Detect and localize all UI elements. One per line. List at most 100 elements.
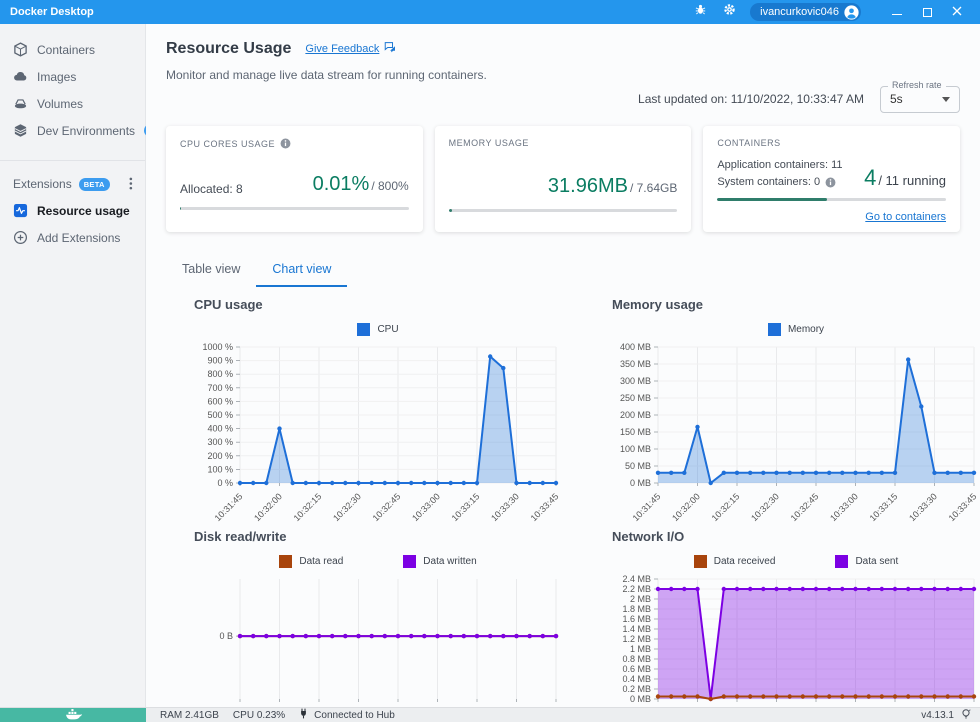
close-button[interactable] [944, 1, 970, 23]
legend-item-data-written: Data written [403, 554, 477, 568]
memory-usage-plot: 0 MB 50 MB 100 MB 150 MB 200 MB 250 MB 300 MB 3… [620, 342, 979, 523]
svg-text:300 MB: 300 MB [620, 376, 651, 386]
svg-text:10:33:00: 10:33:00 [828, 491, 860, 523]
cpu-cores-usage-card: CPU CORES USAGE Allocated: 8 0.01% / 800… [166, 126, 423, 232]
sidebar-divider [0, 160, 145, 161]
cpu-usage-value: 0.01% [312, 173, 370, 195]
go-to-containers-link[interactable]: Go to containers [865, 211, 947, 223]
legend-label: Data sent [855, 555, 899, 567]
maximize-button[interactable] [914, 1, 940, 23]
main-content: Resource Usage Give Feedback Monitor and… [146, 24, 980, 707]
legend-swatch [835, 554, 849, 568]
memory-progress-bar [448, 209, 678, 212]
sidebar-item-label: Images [37, 69, 77, 84]
page-subtitle: Monitor and manage live data stream for … [166, 68, 487, 82]
sidebar-item-label: Dev Environments [37, 123, 136, 138]
containers-running-value: 4 [864, 165, 877, 191]
svg-text:10:33:30: 10:33:30 [907, 491, 939, 523]
svg-text:10:31:45: 10:31:45 [213, 491, 245, 523]
svg-text:0.8 MB: 0.8 MB [622, 654, 651, 664]
plug-icon [299, 708, 308, 722]
chart-legend: CPU [194, 321, 562, 337]
svg-text:10:32:15: 10:32:15 [710, 491, 742, 523]
extensions-menu-button[interactable] [125, 177, 137, 191]
gear-icon [723, 3, 736, 21]
svg-text:0 MB: 0 MB [630, 694, 651, 704]
svg-text:2.4 MB: 2.4 MB [622, 574, 651, 584]
sidebar-item-dev-environments[interactable]: Dev EnvironmentsBETA [0, 117, 176, 144]
svg-text:10:32:45: 10:32:45 [371, 491, 403, 523]
svg-text:10:32:30: 10:32:30 [331, 491, 363, 523]
page-title: Resource Usage [166, 40, 292, 57]
sidebar-item-images[interactable]: Images [0, 63, 145, 90]
chart-legend: Data received Data sent [612, 553, 980, 569]
settings-button[interactable] [721, 4, 737, 20]
legend-item-data-read: Data read [279, 554, 343, 568]
ram-status: RAM 2.41GB [160, 709, 219, 721]
sidebar-item-add-extensions[interactable]: Add Extensions [0, 224, 145, 251]
refresh-rate-select[interactable]: Refresh rate 5s [880, 79, 960, 113]
beta-badge: BETA [78, 177, 110, 191]
add-extensions-icon [13, 230, 28, 245]
extensions-label: Extensions [13, 177, 72, 191]
dev-environments-icon [13, 123, 28, 138]
svg-text:10:32:30: 10:32:30 [749, 491, 781, 523]
svg-text:500 %: 500 % [207, 410, 233, 420]
disk-read-write-plot: 0 B10:31:4510:32:0010:32:1510:32:3010:32… [219, 579, 559, 702]
legend-swatch [279, 554, 293, 568]
refresh-rate-label: Refresh rate [888, 79, 946, 90]
chart-title: Disk read/write [194, 529, 287, 544]
tab-chart-view[interactable]: Chart view [256, 254, 348, 287]
svg-text:1.8 MB: 1.8 MB [622, 604, 651, 614]
legend-label: Memory [787, 323, 825, 335]
username: ivancurkovic046 [760, 6, 839, 18]
containers-progress-bar [717, 198, 947, 202]
containers-running-total: / 11 running [878, 173, 947, 189]
user-account-button[interactable]: ivancurkovic046 [750, 3, 861, 21]
legend-item-memory: Memory [767, 322, 825, 336]
view-tabs: Table view Chart view [166, 254, 980, 287]
svg-text:200 %: 200 % [207, 451, 233, 461]
sidebar-item-volumes[interactable]: Volumes [0, 90, 145, 117]
close-icon [952, 3, 962, 21]
info-icon[interactable] [825, 177, 836, 188]
cpu-usage-chart: CPU usage CPU 0 % 100 % 200 % 300 % 400 % 500 %… [194, 297, 562, 529]
chart-legend: Memory [612, 321, 980, 337]
cpu-usage-plot: 0 % 100 % 200 % 300 % 400 % 500 % 600 % 700 % 80… [202, 342, 560, 523]
cpu-usage-total: / 800% [371, 179, 409, 193]
cpu-status: CPU 0.23% [232, 709, 286, 721]
info-icon[interactable] [280, 138, 291, 149]
network-i-o-plot: 0 MB0.2 MB0.4 MB0.6 MB0.8 MB1 MB1.2 MB1.… [622, 574, 977, 704]
kebab-icon [129, 177, 133, 191]
memory-usage-total: / 7.64GB [629, 181, 678, 195]
sidebar-item-label: Volumes [37, 96, 84, 111]
sidebar-extensions-nav: Resource usage Add Extensions [0, 197, 145, 251]
cpu-card-title: CPU CORES USAGE [180, 138, 276, 149]
tip-bulb-icon[interactable] [960, 708, 972, 723]
last-updated-text: Last updated on: 11/10/2022, 10:33:47 AM [638, 92, 864, 106]
svg-text:1.6 MB: 1.6 MB [622, 614, 651, 624]
svg-text:10:33:45: 10:33:45 [947, 491, 979, 523]
charts-grid: CPU usage CPU 0 % 100 % 200 % 300 % 400 % 500 %… [146, 287, 980, 707]
statusbar: RAM 2.41GB CPU 0.23% Connected to Hub v4… [0, 707, 980, 722]
minimize-button[interactable] [884, 1, 910, 23]
tab-table-view[interactable]: Table view [182, 262, 241, 276]
give-feedback-label: Give Feedback [305, 43, 380, 55]
bug-report-button[interactable] [692, 4, 708, 20]
sidebar-item-containers[interactable]: Containers [0, 36, 145, 63]
svg-text:50 MB: 50 MB [625, 461, 651, 471]
sidebar-item-resource-usage[interactable]: Resource usage [0, 197, 145, 224]
chart-title: Memory usage [612, 297, 704, 312]
give-feedback-link[interactable]: Give Feedback [305, 41, 397, 57]
whale-menu-button[interactable] [0, 708, 146, 722]
svg-text:10:33:15: 10:33:15 [450, 491, 482, 523]
network-i-o-chart: Network I/O Data received Data sent 0 MB 0.2… [612, 529, 980, 707]
svg-text:2 MB: 2 MB [630, 594, 651, 604]
svg-text:0.6 MB: 0.6 MB [622, 664, 651, 674]
volumes-icon [13, 96, 28, 111]
containers-card: CONTAINERS Application containers: 11 Sy… [703, 126, 961, 232]
legend-swatch [403, 554, 417, 568]
sidebar-item-label: Containers [37, 42, 96, 57]
system-containers-text: System containers: 0 [717, 176, 821, 189]
chart-legend: Data read Data written [194, 553, 562, 569]
